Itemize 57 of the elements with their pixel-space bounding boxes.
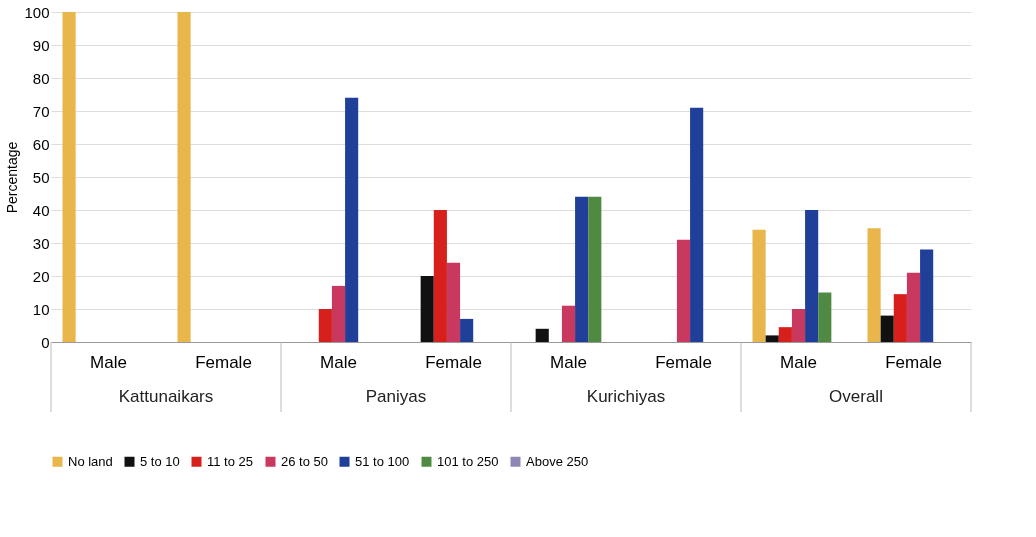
- x-tick-label: Male: [90, 352, 127, 372]
- x-tick-label: Female: [425, 352, 482, 372]
- legend-label: 26 to 50: [281, 453, 328, 469]
- bar: [575, 196, 589, 342]
- bar: [318, 309, 332, 342]
- x-tick-label: Female: [655, 352, 712, 372]
- bar: [805, 210, 819, 342]
- x-tick-label: Male: [320, 352, 357, 372]
- legend-label: 5 to 10: [140, 453, 180, 469]
- x-tick-label: Female: [885, 352, 942, 372]
- text: Kurichiyas: [586, 387, 666, 406]
- bar: [893, 294, 907, 342]
- bar: [446, 262, 461, 342]
- y-tick-label: 90: [32, 36, 50, 54]
- bar: [818, 292, 832, 342]
- x-tick-label: Male: [550, 352, 587, 372]
- bar: [460, 318, 474, 342]
- bar: [331, 285, 346, 342]
- y-tick-label: 50: [32, 168, 50, 186]
- bar: [535, 328, 549, 342]
- bar: [420, 276, 434, 342]
- y-tick-label: 10: [32, 300, 50, 318]
- y-tick-label: 40: [32, 201, 50, 219]
- legend-label: Above 250: [526, 453, 589, 469]
- legend-label: 51 to 100: [355, 453, 410, 469]
- bar: [920, 249, 934, 342]
- y-tick-label: 70: [32, 102, 50, 120]
- bar: [588, 196, 602, 342]
- bar: [906, 272, 921, 342]
- bar: [676, 239, 691, 342]
- bar: [880, 315, 894, 342]
- x-tick-label: Female: [195, 352, 252, 372]
- legend-label: 101 to 250: [437, 453, 499, 469]
- y-tick-label: 60: [32, 135, 50, 153]
- bar: [752, 229, 766, 342]
- legend-label: No land: [68, 453, 113, 469]
- text: Kattunaikars: [118, 387, 214, 406]
- bar: [765, 335, 779, 342]
- bar: [561, 305, 576, 342]
- y-tick-label: 20: [32, 267, 50, 285]
- x-tick-label: Male: [780, 352, 817, 372]
- y-tick-label: 30: [32, 234, 50, 252]
- bar: [867, 228, 881, 342]
- bar: [791, 309, 806, 342]
- bar: [345, 97, 359, 342]
- bar: [778, 327, 792, 342]
- bar: [62, 12, 76, 342]
- bar: [177, 12, 191, 342]
- y-tick-label: 0: [41, 333, 50, 351]
- legend-label: 11 to 25: [207, 453, 254, 469]
- y-tick-label: 100: [24, 3, 50, 21]
- text: Overall: [829, 387, 883, 406]
- bar: [690, 107, 704, 342]
- bar: [433, 210, 447, 342]
- text: Paniyas: [365, 387, 427, 406]
- y-tick-label: 80: [32, 69, 50, 87]
- y-axis-title: Percentage: [4, 141, 21, 214]
